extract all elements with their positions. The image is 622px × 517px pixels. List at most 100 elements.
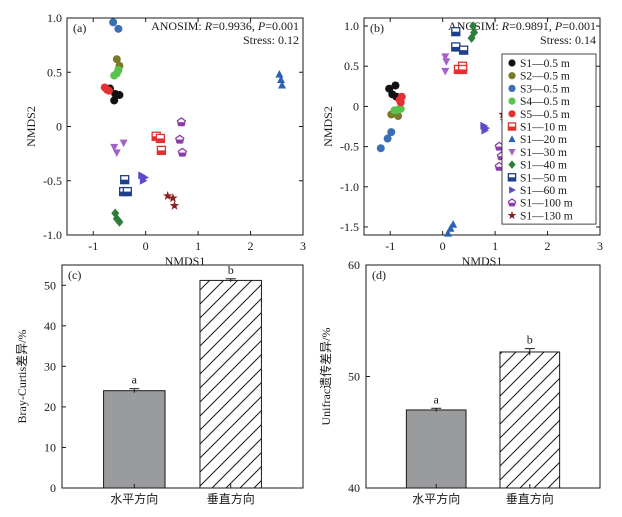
legend-label: S5—0.5 m: [520, 109, 570, 121]
x-tick-label: 1: [195, 239, 201, 253]
data-point: [110, 143, 119, 152]
anosim-annotation-p: P: [257, 19, 266, 33]
data-point: [169, 200, 180, 210]
data-point: [114, 24, 123, 33]
significance-letter: b: [228, 263, 234, 277]
legend-marker: [508, 135, 516, 143]
data-point: [278, 80, 287, 89]
data-point: [176, 117, 187, 127]
anosim-annotation-p-value: =0.001: [562, 19, 596, 33]
data-point: [443, 228, 452, 237]
data-point: [469, 21, 478, 31]
data-point: [383, 134, 392, 143]
legend-label: S3—0.5 m: [520, 83, 570, 95]
y-tick-label: 0.5: [47, 65, 62, 79]
data-point: [449, 220, 458, 228]
x-axis-title: NMDS1: [462, 254, 503, 268]
anosim-annotation-sep: ,: [549, 19, 555, 33]
legend-box: [501, 53, 597, 225]
y-tick-label: 60: [348, 258, 360, 272]
y-tick-label: -1.0: [340, 180, 359, 194]
data-point: [376, 144, 385, 153]
data-point: [120, 175, 130, 185]
data-point: [122, 186, 132, 197]
y-tick-label: 0.5: [344, 59, 359, 73]
anosim-annotation-r-value: =0.9891: [509, 19, 549, 33]
y-tick-label: -1.0: [43, 228, 62, 242]
legend: S1—0.5 mS2—0.5 mS3—0.5 mS4—0.5 mS5—0.5 m…: [501, 53, 597, 225]
x-tick-label: 0: [143, 239, 149, 253]
data-point: [396, 104, 405, 113]
y-tick-label: 10: [44, 440, 56, 454]
stress-annotation: Stress: 0.12: [243, 33, 299, 47]
legend-label: S1—0.5 m: [520, 58, 570, 70]
data-point: [110, 96, 119, 105]
data-point: [276, 75, 285, 84]
significance-letter: a: [132, 373, 138, 387]
y-axis-title: Bray-Curtis差异/%: [15, 330, 29, 424]
legend-label: S1—10 m: [520, 122, 567, 134]
data-point: [115, 91, 124, 100]
legend-marker: [509, 186, 516, 194]
panel-label: (a): [73, 21, 86, 35]
legend-marker: [508, 97, 516, 105]
legend-marker: [507, 122, 517, 131]
panel-b-nmds-plot: -101231.00.50-0.5-1.0-1.5NMDS1NMDS2(b)AN…: [321, 17, 603, 268]
x-tick-label: 水平方向: [412, 491, 460, 506]
bar: [499, 351, 561, 489]
x-tick-label: 0: [440, 239, 446, 253]
plot-frame: [363, 17, 601, 236]
x-tick-label: 2: [248, 239, 254, 253]
legend-label: S4—0.5 m: [520, 96, 570, 108]
x-tick-label: -1: [88, 239, 98, 253]
data-point: [112, 149, 121, 157]
legend-label: S1—40 m: [520, 160, 567, 172]
legend-marker: [508, 72, 516, 80]
data-point: [391, 81, 400, 90]
plot-frame: [61, 264, 304, 489]
panel-label: (c): [68, 268, 81, 282]
x-tick-label: 3: [300, 239, 306, 253]
x-axis-title: NMDS1: [165, 254, 206, 268]
y-tick-label: 40: [348, 481, 360, 495]
data-point: [396, 98, 405, 107]
x-tick-label: 2: [545, 239, 551, 253]
x-tick-label: 3: [597, 239, 603, 253]
legend-label: S1—60 m: [520, 185, 567, 197]
anosim-annotation-p-value: =0.001: [265, 19, 299, 33]
anosim-annotation-r: R: [501, 19, 510, 33]
anosim-annotation-anosim-prefix: ANOSIM:: [151, 19, 205, 33]
data-point: [155, 133, 166, 144]
panel-label: (b): [370, 21, 384, 35]
plot-frame: [365, 264, 601, 489]
panel-a-nmds-plot: -1 0 1 2 3 1.0 0.5 0 -0.5 -1.0 NMDS1 NMDS2 (a) ANOSIM…: [24, 11, 306, 268]
y-tick-label: 50: [348, 370, 360, 384]
legend-label: S2—0.5 m: [520, 71, 570, 83]
y-tick-label: 50: [44, 278, 56, 292]
legend-marker: [508, 59, 516, 67]
y-tick-label: -0.5: [43, 174, 62, 188]
legend-label: S1—30 m: [520, 147, 567, 159]
significance-letter: a: [434, 392, 440, 406]
anosim-annotation-r-value: =0.9936: [212, 19, 252, 33]
anosim-annotation-sep: ,: [252, 19, 258, 33]
legend-label: S1—100 m: [520, 198, 573, 210]
data-point: [141, 173, 150, 182]
significance-letter: b: [527, 333, 533, 347]
legend-marker: [508, 149, 516, 156]
data-point: [458, 45, 469, 55]
x-tick-label: 垂直方向: [207, 491, 255, 506]
data-point: [111, 208, 120, 219]
y-tick-label: 0: [56, 120, 62, 134]
data-point: [168, 193, 178, 203]
data-point: [441, 67, 450, 76]
y-axis-title: NMDS2: [24, 106, 38, 147]
y-tick-label: 30: [44, 359, 56, 373]
data-point: [457, 64, 468, 75]
data-point: [162, 190, 173, 200]
y-axis-title: NMDS2: [321, 106, 335, 147]
data-point: [387, 128, 396, 137]
y-tick-label: 1.0: [47, 11, 62, 25]
data-point: [112, 55, 121, 64]
